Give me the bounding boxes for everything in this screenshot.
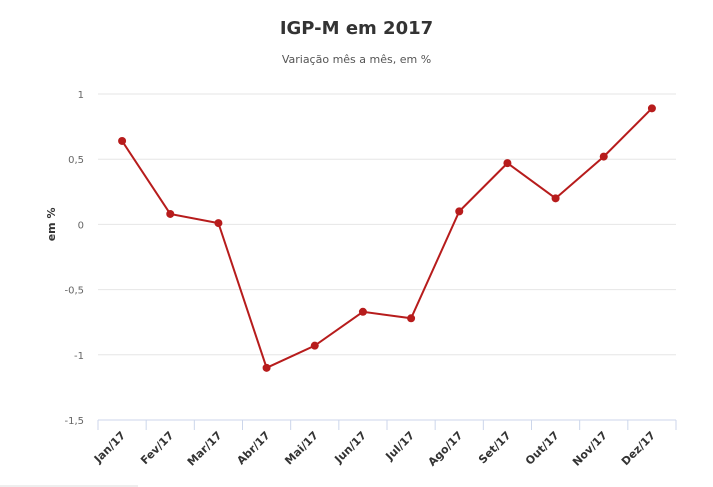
x-tick-label: Mar/17: [185, 429, 225, 469]
data-point: [310, 341, 319, 350]
x-tick-label: Fev/17: [138, 429, 176, 467]
x-tick-label: Jan/17: [91, 429, 128, 466]
data-point: [118, 136, 127, 145]
data-point: [551, 194, 560, 203]
series-line: [121, 107, 653, 370]
y-tick-label: 0,5: [68, 155, 84, 166]
data-point: [647, 104, 656, 113]
data-point: [455, 207, 464, 216]
data-point: [166, 209, 175, 218]
data-point: [407, 314, 416, 323]
data-point: [599, 152, 608, 161]
x-tick-label: Mai/17: [282, 429, 321, 468]
y-axis-title: em %: [45, 208, 58, 242]
x-tick-label: Out/17: [523, 429, 562, 468]
data-point: [214, 219, 223, 228]
chart-subtitle: Variação mês a mês, em %: [281, 53, 432, 66]
x-tick-label: Ago/17: [426, 429, 466, 469]
data-point: [503, 159, 512, 168]
x-tick-label: Dez/17: [619, 429, 658, 468]
y-tick-label: -0,5: [64, 286, 84, 297]
y-tick-label: 0: [78, 220, 84, 231]
chart-title: IGP-M em 2017: [279, 18, 434, 39]
y-tick-label: -1: [74, 351, 84, 362]
x-tick-label: Set/17: [476, 429, 513, 466]
x-tick-label: Jun/17: [331, 429, 369, 467]
y-tick-label: 1: [78, 90, 84, 101]
y-tick-label: -1,5: [64, 416, 84, 427]
data-point: [358, 307, 367, 316]
x-tick-label: Jul/17: [383, 429, 418, 464]
x-tick-label: Abr/17: [234, 429, 272, 467]
x-tick-label: Nov/17: [570, 429, 610, 469]
data-point: [262, 363, 271, 372]
